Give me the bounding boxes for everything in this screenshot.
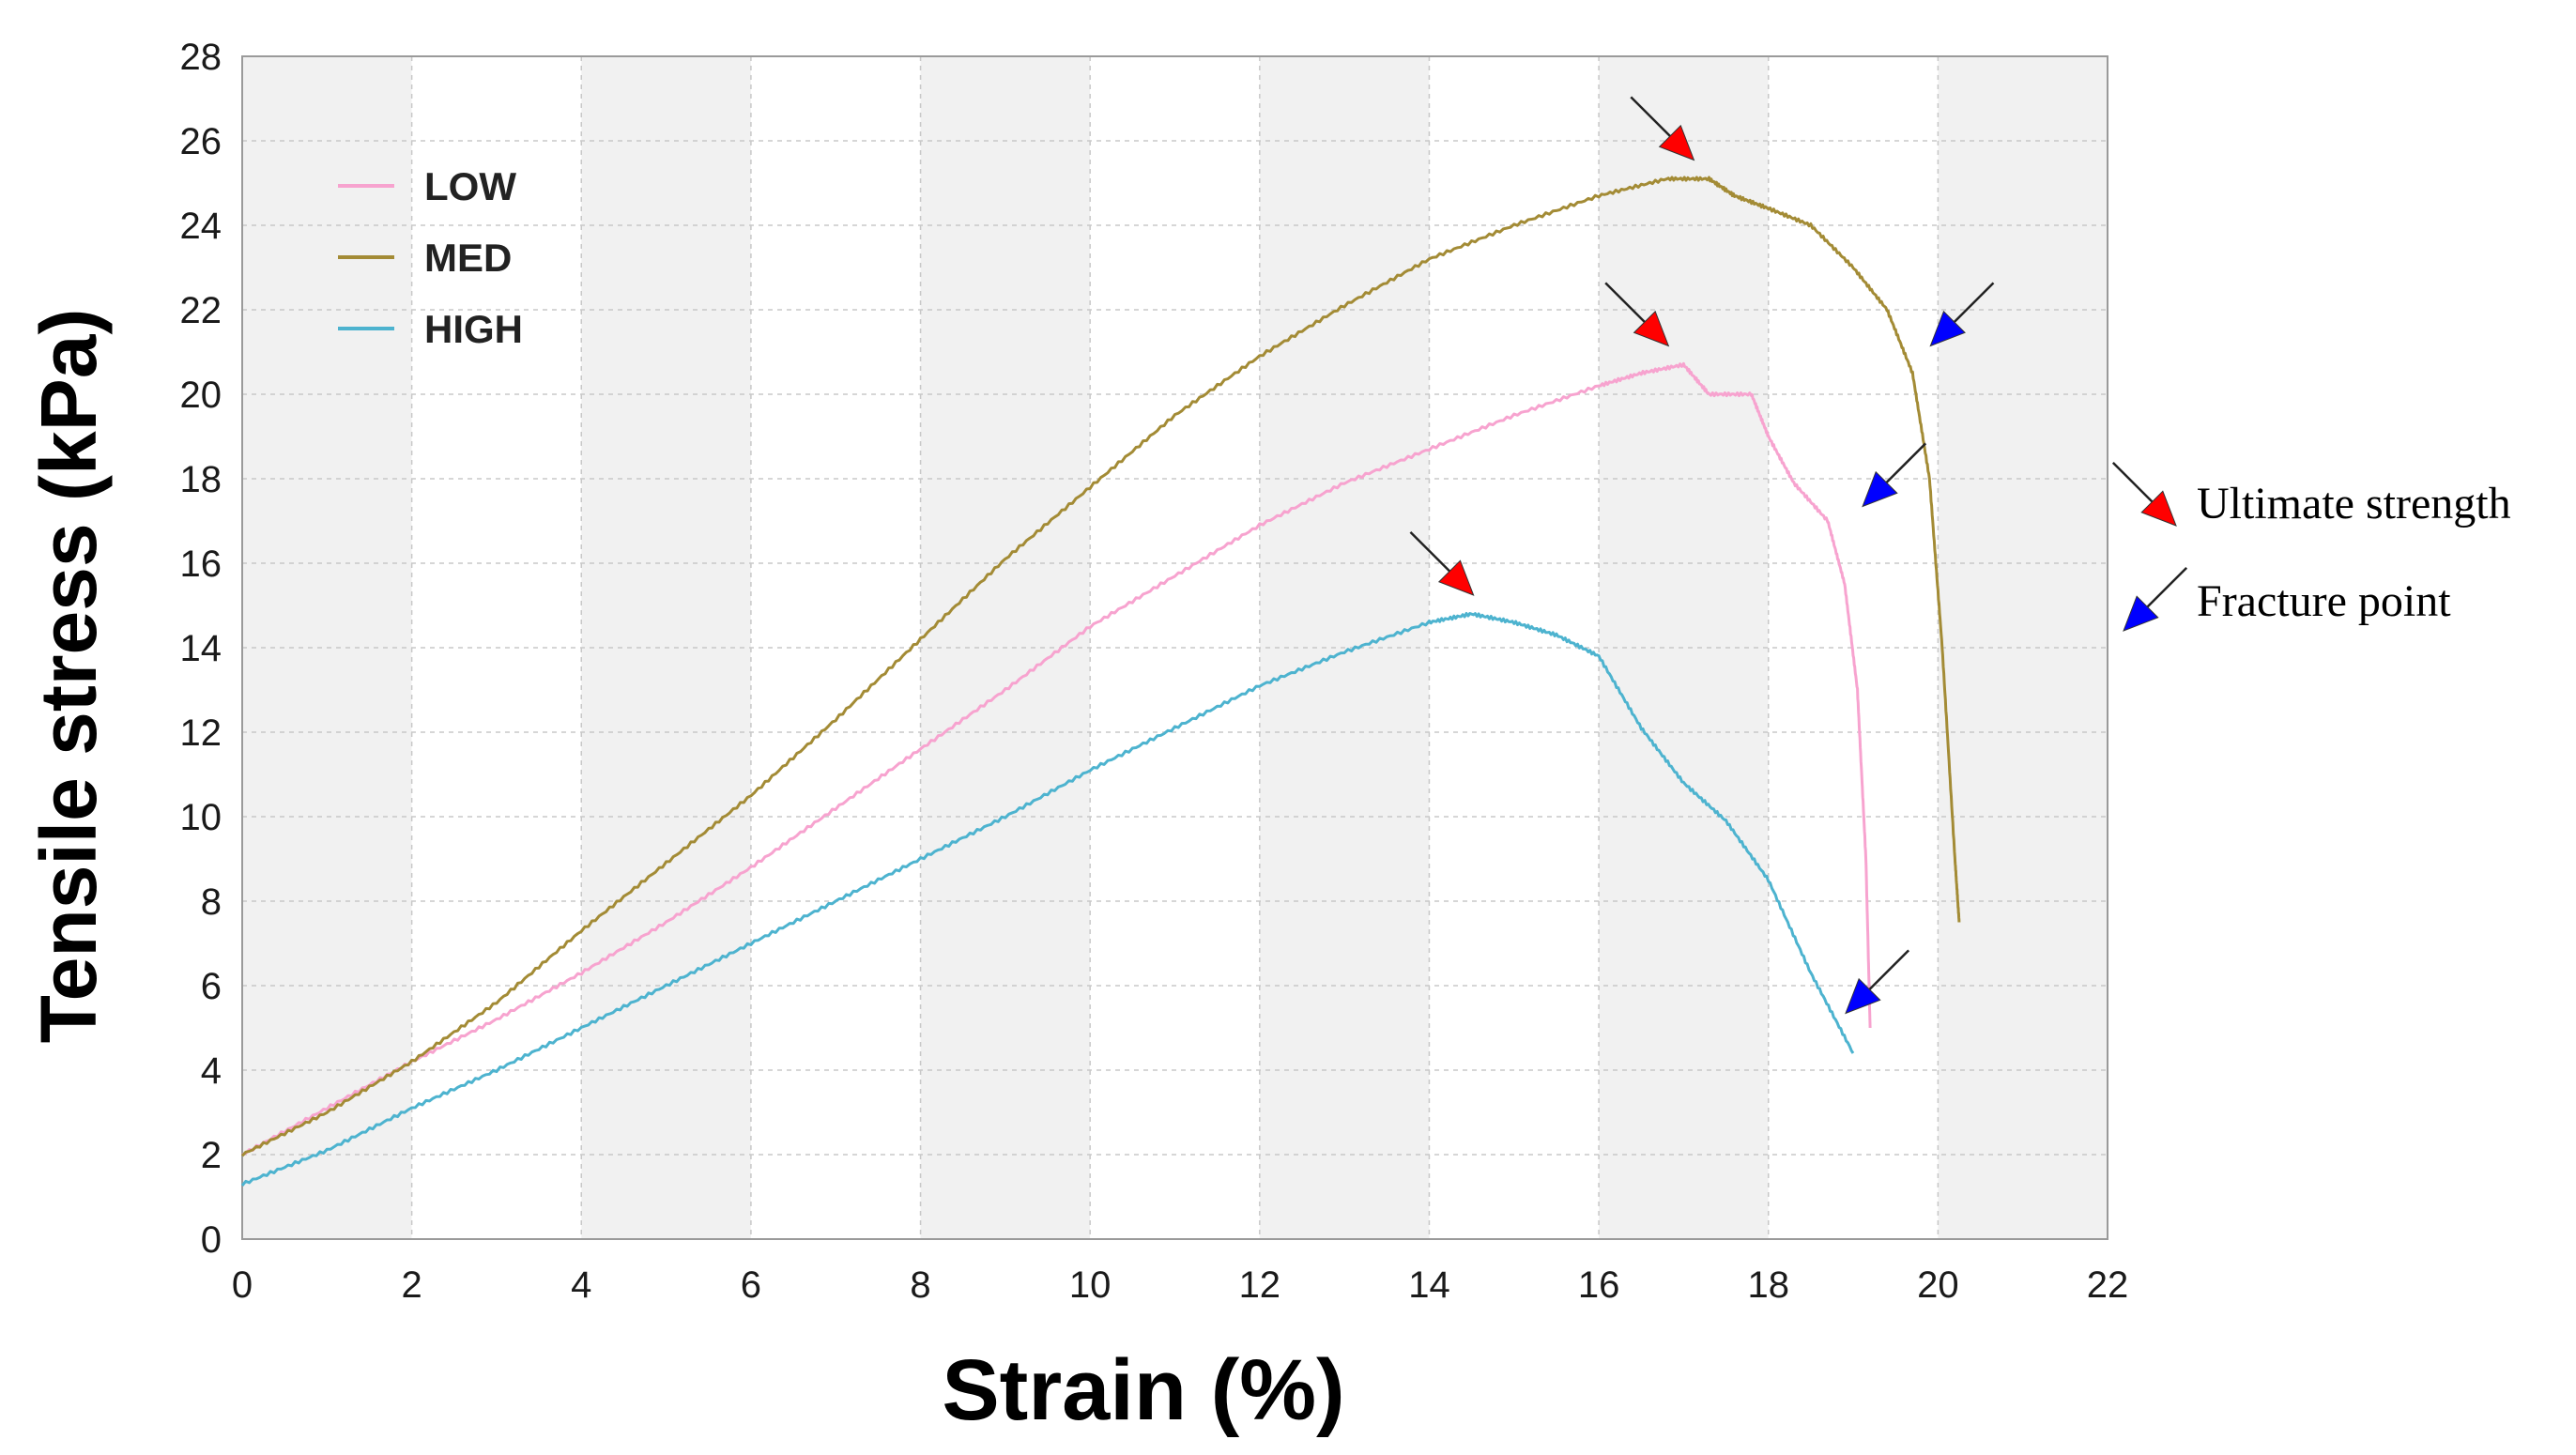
y-tick-label: 12 [180, 712, 222, 754]
fracture-point-arrow-low [1862, 442, 1927, 508]
y-tick-label: 16 [180, 544, 222, 585]
y-tick-label: 18 [180, 459, 222, 500]
x-tick-label: 18 [1747, 1264, 1789, 1306]
band [1938, 56, 2108, 1239]
ultimate-strength-arrow-high [1409, 530, 1475, 596]
legend-label-low: LOW [424, 164, 516, 208]
y-tick-label: 8 [201, 881, 222, 923]
arrow-key: Ultimate strength Fracture point [2111, 461, 2511, 632]
x-tick-label: 4 [571, 1264, 591, 1306]
y-tick-label: 10 [180, 797, 222, 838]
key-ultimate-strength-label: Ultimate strength [2197, 479, 2511, 528]
y-tick-label: 6 [201, 966, 222, 1007]
x-axis-ticks: 0 2 4 6 8 10 12 14 16 18 20 22 [232, 1264, 2128, 1306]
x-tick-label: 16 [1578, 1264, 1620, 1306]
fracture-point-arrow-med [1929, 282, 1995, 347]
y-axis-title: Tensile stress (kPa) [24, 309, 113, 1044]
y-tick-label: 22 [180, 290, 222, 331]
legend-label-high: HIGH [424, 307, 523, 351]
ultimate-strength-arrow-med [1630, 96, 1695, 161]
x-tick-label: 6 [741, 1264, 761, 1306]
legend-label-med: MED [424, 236, 512, 280]
x-tick-label: 12 [1239, 1264, 1281, 1306]
y-tick-label: 14 [180, 628, 222, 669]
key-fracture-point-arrow [2123, 566, 2188, 632]
annotation-arrows [1409, 96, 1995, 1015]
band [1599, 56, 1769, 1239]
x-tick-label: 0 [232, 1264, 253, 1306]
x-axis-title: Strain (%) [942, 1342, 1344, 1438]
y-tick-label: 0 [201, 1219, 222, 1261]
series-line-low [241, 361, 1872, 1156]
y-tick-label: 4 [201, 1050, 222, 1092]
y-tick-label: 24 [180, 206, 222, 247]
x-tick-label: 20 [1917, 1264, 1959, 1306]
series-line-med [240, 176, 1961, 1157]
y-tick-label: 2 [201, 1135, 222, 1176]
x-tick-label: 22 [2087, 1264, 2129, 1306]
series-lines [240, 176, 1961, 1187]
y-tick-label: 20 [180, 375, 222, 416]
x-tick-label: 14 [1408, 1264, 1450, 1306]
plot-frame [241, 55, 2108, 1240]
y-tick-label: 26 [180, 121, 222, 162]
x-tick-label: 8 [910, 1264, 930, 1306]
key-ultimate-strength-arrow [2111, 461, 2177, 527]
fracture-point-arrow-high [1845, 949, 1910, 1015]
legend: LOW MED HIGH [338, 164, 523, 351]
series-line-high [240, 612, 1855, 1187]
x-tick-label: 10 [1069, 1264, 1112, 1306]
y-tick-label: 28 [180, 37, 222, 78]
ultimate-strength-arrow-low [1604, 282, 1670, 347]
key-fracture-point-label: Fracture point [2197, 576, 2451, 626]
x-tick-label: 2 [402, 1264, 422, 1306]
